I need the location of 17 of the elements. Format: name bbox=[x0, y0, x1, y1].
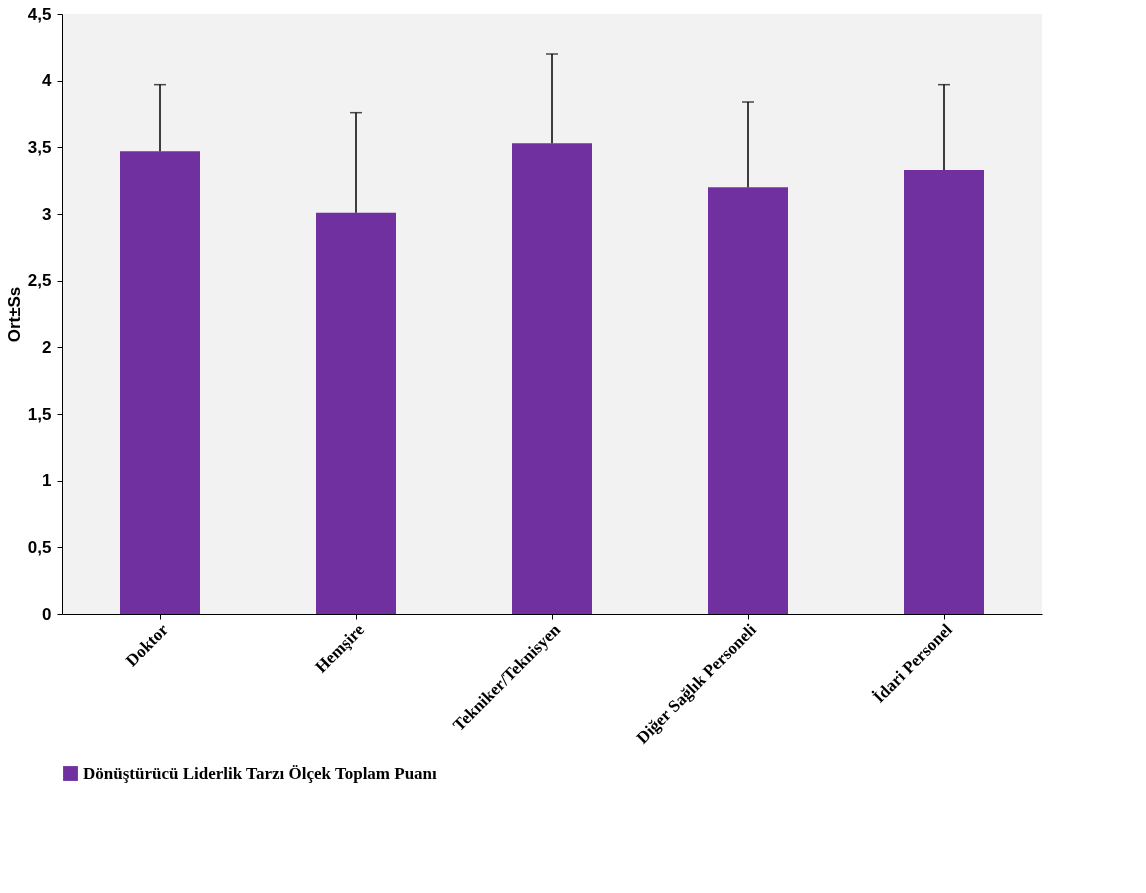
y-tick-label: 3,5 bbox=[27, 137, 52, 157]
y-tick-label: 0 bbox=[42, 604, 52, 624]
y-tick-label: 2,5 bbox=[27, 271, 52, 291]
y-tick-label: 1 bbox=[42, 471, 52, 491]
bar bbox=[708, 187, 788, 614]
y-tick-label: 2 bbox=[42, 337, 52, 357]
y-tick-label: 4,5 bbox=[27, 4, 52, 24]
legend-label: Dönüştürücü Liderlik Tarzı Ölçek Toplam Puanı bbox=[83, 763, 438, 783]
y-tick-label: 0,5 bbox=[27, 537, 52, 557]
y-tick-label: 3 bbox=[42, 204, 52, 224]
y-tick-label: 4 bbox=[42, 71, 53, 91]
y-tick-label: 1,5 bbox=[27, 404, 52, 424]
y-axis-title: Ort±Ss bbox=[4, 286, 24, 343]
bar bbox=[904, 170, 984, 614]
bar bbox=[316, 212, 396, 614]
bar bbox=[512, 143, 592, 614]
bar bbox=[120, 151, 200, 614]
